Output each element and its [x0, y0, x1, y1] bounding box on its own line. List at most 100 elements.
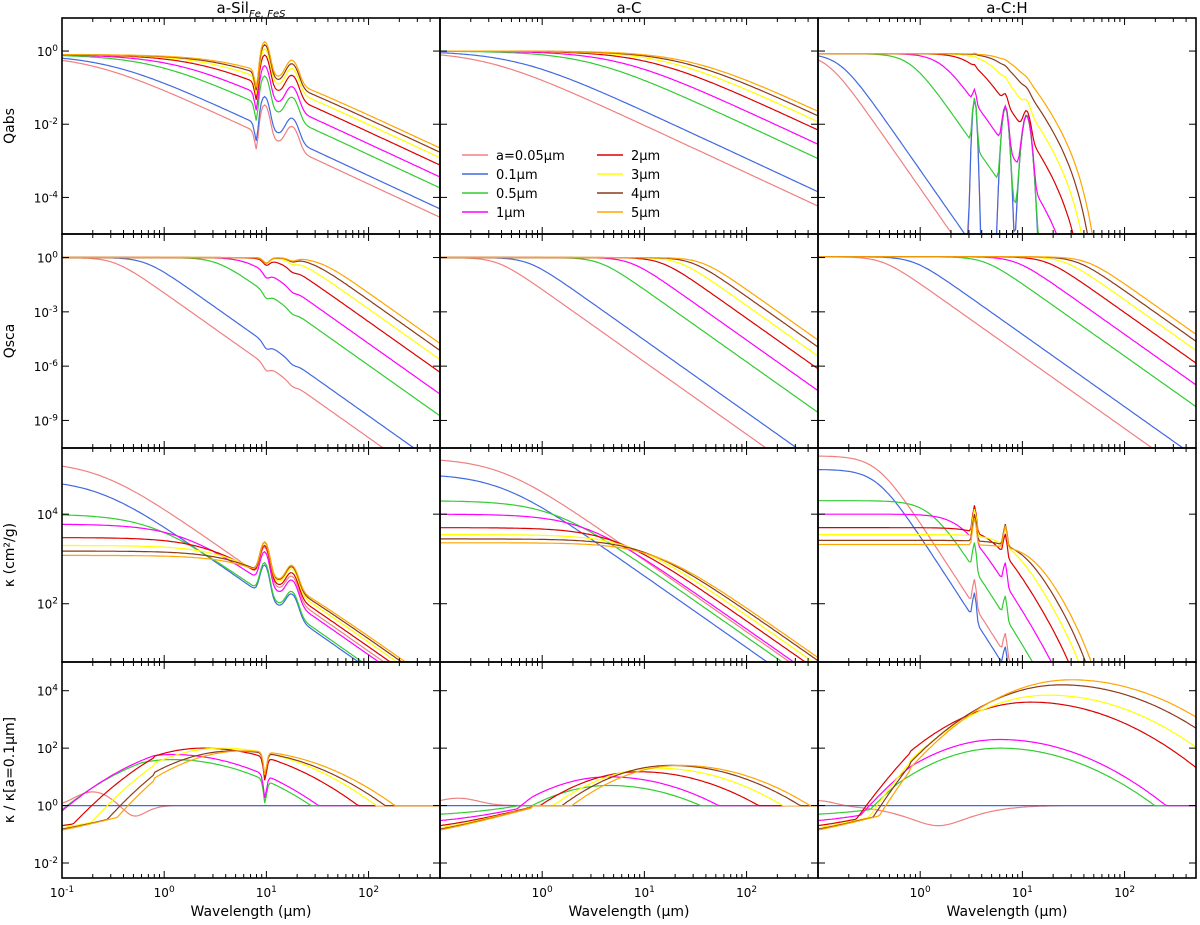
series-line-r3-c0-s2: [62, 759, 440, 811]
panel-2-0-curves: [62, 465, 407, 662]
series-line-r2-c0-s2: [62, 514, 364, 662]
series-line-r1-c2-s3: [818, 256, 1196, 386]
panel-1-1-curves: [440, 256, 818, 448]
legend-label: 3μm: [631, 168, 660, 183]
series-line-r0-c1-s7: [440, 50, 818, 112]
series-line-r3-c0-s7: [62, 750, 440, 831]
series-line-r2-c2-s2: [818, 500, 1034, 662]
panel-1-2-curves: [818, 256, 1196, 448]
series-line-r3-c2-s6: [818, 684, 1196, 830]
series-line-r2-c2-s0: [818, 455, 1011, 662]
series-line-r2-c2-s1: [818, 469, 1009, 662]
series-line-r1-c2-s5: [818, 256, 1196, 351]
y-axis-label-row-1: Qsca: [2, 324, 18, 359]
series-line-r0-c0-s1: [62, 57, 440, 210]
y-tick-label: 104: [37, 684, 58, 699]
series-line-r1-c2-s2: [818, 256, 1196, 408]
series-line-r2-c2-s7: [818, 517, 1092, 662]
series-line-r2-c1-s2: [440, 500, 784, 662]
series-line-r3-c2-s4: [818, 701, 1196, 827]
y-axis-label-row-3: κ / κ[a=0.1μm]: [2, 717, 18, 823]
panel-frame-3-1: [439, 661, 819, 879]
series-line-r0-c2-s1: [818, 55, 1039, 234]
y-tick-label: 10-3: [34, 305, 58, 320]
y-tick-label: 102: [37, 597, 58, 612]
series-line-r1-c1-s1: [440, 257, 798, 448]
series-line-r2-c0-s1: [62, 483, 360, 662]
series-line-r1-c2-s1: [818, 256, 1184, 448]
column-title-1: a-C: [616, 0, 641, 17]
series-line-r0-c2-s2: [818, 53, 1040, 234]
series-line-r0-c1-s0: [440, 54, 818, 207]
panel-frame-0-2: [817, 17, 1197, 235]
series-line-r2-c0-s6: [62, 541, 403, 662]
series-line-r1-c0-s0: [62, 257, 385, 448]
series-line-r2-c1-s1: [440, 475, 769, 662]
series-line-r0-c0-s2: [62, 55, 440, 189]
series-line-r1-c0-s5: [62, 256, 440, 360]
y-tick-label: 10-9: [34, 413, 59, 428]
y-tick-label: 10-2: [34, 117, 58, 132]
x-tick-label: 102: [358, 885, 379, 900]
series-line-r1-c2-s6: [818, 256, 1196, 342]
y-tick-label: 100: [37, 251, 58, 266]
panel-1-0-curves: [62, 256, 440, 448]
y-tick-label: 10-4: [34, 190, 59, 205]
x-tick-label: 102: [1114, 885, 1135, 900]
x-tick-label: 101: [634, 885, 655, 900]
x-axis-label: Wavelength (μm): [947, 904, 1068, 920]
y-tick-label: 100: [37, 44, 58, 59]
panel-3-2-curves: [818, 679, 1196, 831]
panel-0-1-curves: [440, 50, 818, 207]
series-line-r0-c1-s2: [440, 50, 818, 160]
series-line-r3-c2-s2: [818, 747, 1196, 815]
series-line-r0-c0-s3: [62, 54, 440, 178]
y-tick-label: 102: [37, 741, 58, 756]
panel-3-0-curves: [62, 747, 440, 831]
series-line-r0-c2-s4: [818, 53, 1074, 234]
series-line-r1-c1-s4: [440, 256, 818, 370]
series-line-r2-c1-s7: [440, 542, 818, 659]
series-line-r3-c1-s3: [440, 776, 818, 822]
series-line-r0-c0-s5: [62, 48, 440, 159]
legend-label: 1μm: [496, 206, 525, 221]
series-line-r0-c0-s6: [62, 43, 440, 153]
x-tick-label: 100: [910, 885, 931, 900]
panel-frame-3-0: [61, 661, 441, 879]
panel-frame-1-1: [439, 233, 819, 449]
x-tick-label: 100: [532, 885, 553, 900]
series-line-r2-c0-s5: [62, 542, 399, 662]
series-line-r1-c1-s7: [440, 256, 818, 341]
series-line-r2-c1-s5: [440, 534, 815, 662]
series-line-r1-c1-s6: [440, 256, 818, 348]
panel-frame-2-2: [817, 447, 1197, 663]
series-line-r1-c2-s7: [818, 256, 1196, 335]
y-tick-label: 10-2: [34, 856, 58, 871]
series-line-r0-c0-s7: [62, 40, 440, 149]
series-line-r2-c2-s4: [818, 505, 1070, 662]
series-line-r0-c2-s5: [818, 53, 1083, 234]
series-line-r2-c1-s6: [440, 538, 818, 662]
series-line-r3-c2-s5: [818, 694, 1196, 829]
panel-frame-1-0: [61, 233, 441, 449]
series-line-r1-c0-s7: [62, 256, 440, 344]
y-axis-label-row-2: κ (cm²/g): [2, 523, 18, 587]
series-line-r3-c2-s7: [818, 679, 1196, 831]
series-line-r3-c1-s0: [440, 797, 818, 807]
series-line-r3-c1-s4: [440, 771, 818, 827]
panel-frame-1-2: [817, 233, 1197, 449]
series-line-r1-c2-s0: [818, 256, 1154, 448]
panel-3-1-curves: [440, 764, 818, 831]
panel-2-1-curves: [440, 459, 818, 662]
legend-label: 0.5μm: [496, 187, 538, 202]
series-line-r2-c2-s3: [818, 513, 1052, 662]
series-line-r3-c0-s4: [62, 747, 440, 827]
series-line-r2-c0-s4: [62, 537, 392, 662]
series-line-r0-c2-s0: [818, 59, 1039, 234]
x-tick-label: 100: [154, 885, 175, 900]
x-axis-label: Wavelength (μm): [191, 904, 312, 920]
series-line-r3-c1-s5: [440, 767, 818, 829]
panel-frame-2-1: [439, 447, 819, 663]
x-tick-label: 10-1: [50, 885, 74, 900]
x-tick-label: 101: [1012, 885, 1033, 900]
